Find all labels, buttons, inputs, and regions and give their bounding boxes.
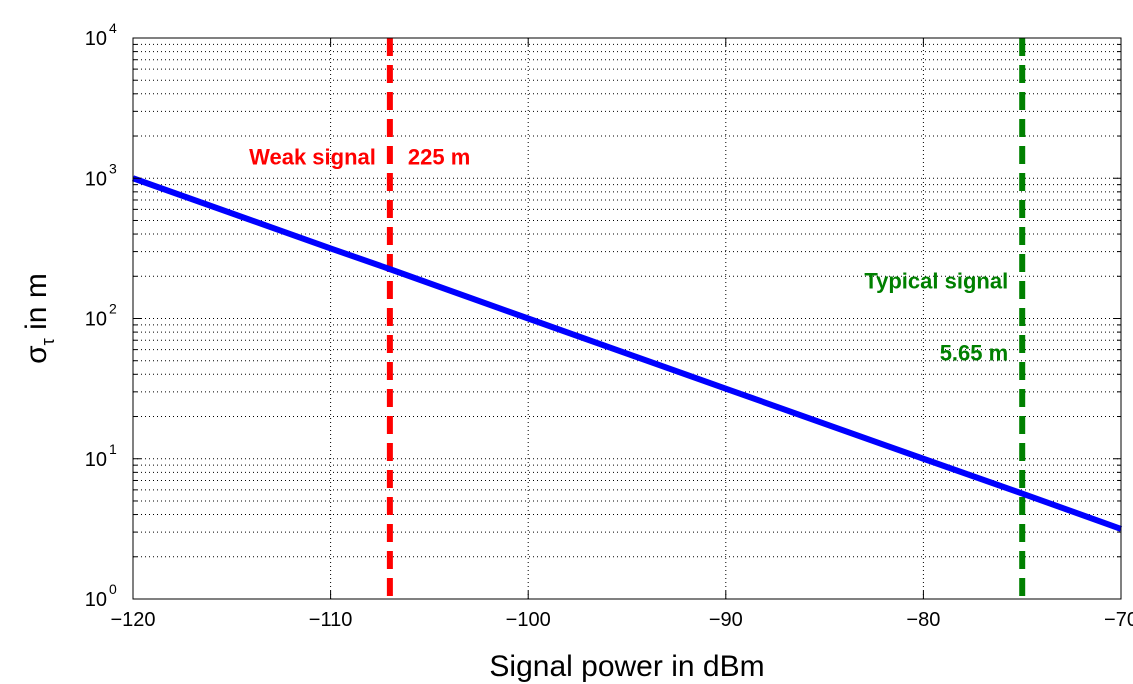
- grid: [132, 38, 1122, 599]
- y-axis-title-symbol: σ: [20, 345, 53, 364]
- y-tick-label: 10: [85, 168, 107, 190]
- annotation-label: Typical signal: [864, 269, 1008, 294]
- annotation-label: Weak signal: [249, 144, 376, 169]
- x-tick-label: −110: [309, 609, 353, 631]
- x-tick-label: −90: [709, 609, 743, 631]
- x-tick-label: −100: [506, 609, 551, 631]
- annotations: Weak signal 225 m Typical signal 5.65 m: [249, 144, 1008, 365]
- y-tick-exponent: 0: [109, 581, 117, 597]
- reference-lines: [386, 38, 1026, 599]
- y-tick-exponent: 4: [109, 20, 117, 36]
- x-axis-title: Signal power in dBm: [489, 650, 764, 683]
- svg-text:στ in m: στ in m: [20, 273, 58, 364]
- x-tick-label: −120: [110, 609, 155, 631]
- x-tick-label: −80: [906, 609, 940, 631]
- y-axis-title-unit: in m: [20, 273, 53, 338]
- annotation-label: 225 m: [408, 144, 470, 169]
- y-tick-exponent: 1: [109, 441, 117, 457]
- y-axis-title-subscript: τ: [38, 338, 58, 345]
- y-axis-title: στ in m: [20, 273, 58, 364]
- y-tick-exponent: 2: [109, 301, 117, 317]
- annotation-label: 5.65 m: [940, 340, 1009, 365]
- y-tick-exponent: 3: [109, 160, 117, 176]
- x-tick-label: −70: [1104, 609, 1133, 631]
- y-tick-label: 10: [85, 589, 107, 611]
- y-tick-label: 10: [85, 309, 107, 331]
- series-line: [131, 175, 1123, 532]
- y-tick-label: 10: [85, 28, 107, 50]
- series: [131, 175, 1123, 532]
- y-tick-label: 10: [85, 449, 107, 471]
